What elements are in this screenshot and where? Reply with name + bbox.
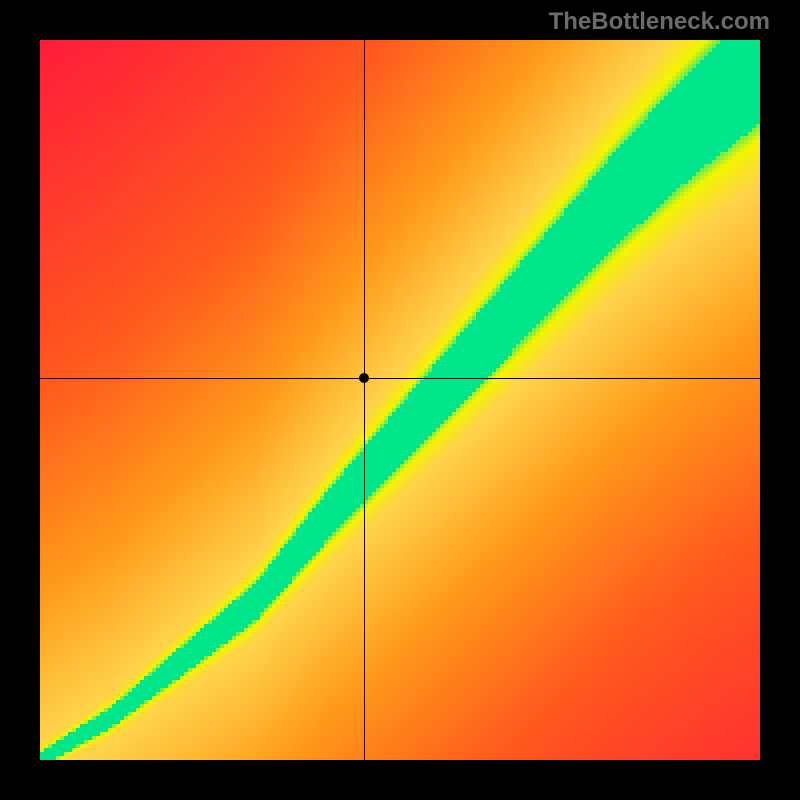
crosshair-marker — [359, 373, 369, 383]
crosshair-horizontal — [40, 378, 760, 379]
chart-container: TheBottleneck.com — [0, 0, 800, 800]
crosshair-vertical — [364, 40, 365, 760]
heatmap-canvas — [40, 40, 760, 760]
watermark-text: TheBottleneck.com — [549, 8, 770, 36]
plot-area — [40, 40, 760, 760]
